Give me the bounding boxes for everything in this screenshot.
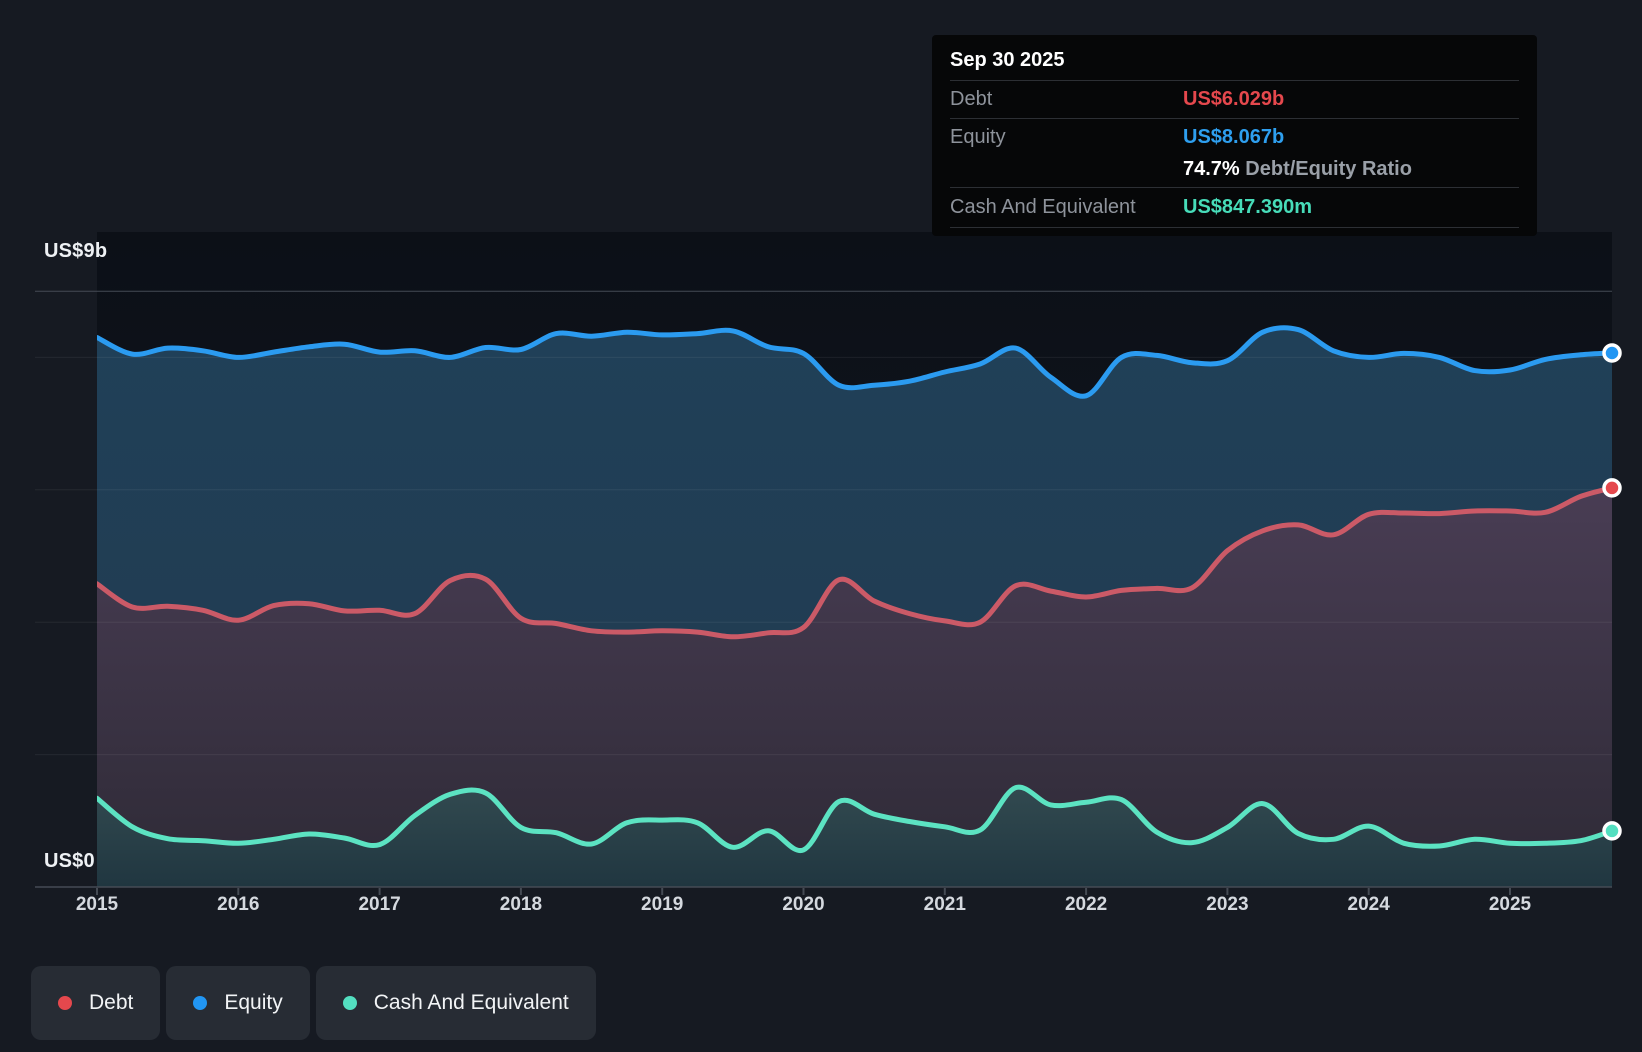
tooltip-debt-label: Debt [950, 88, 1183, 111]
equity-series-dot-icon [193, 996, 207, 1010]
cash-series-dot-icon [343, 996, 357, 1010]
x-axis-label-2025: 2025 [1489, 894, 1531, 916]
debt-equity-chart-page: US$9b US$0 2015 2016 2017 2018 2019 2020 2021 2… [0, 0, 1642, 1052]
tooltip-ratio-label: Debt/Equity Ratio [1245, 158, 1412, 180]
legend-item-equity[interactable]: Equity [166, 966, 309, 1040]
x-axis-label-2016: 2016 [217, 894, 259, 916]
debt-series-dot-icon [58, 996, 72, 1010]
x-axis-label-2015: 2015 [76, 894, 118, 916]
x-axis-label-2020: 2020 [782, 894, 824, 916]
legend-cash-label: Cash And Equivalent [374, 991, 569, 1015]
equity-endpoint-marker [1604, 345, 1620, 361]
tooltip-debt-value: US$6.029b [1183, 88, 1519, 111]
tooltip-row-cash: Cash And Equivalent US$847.390m [950, 188, 1519, 228]
tooltip-date: Sep 30 2025 [950, 35, 1519, 81]
y-axis-max-label: US$9b [44, 240, 107, 263]
tooltip-cash-value: US$847.390m [1183, 196, 1519, 219]
x-axis-label-2017: 2017 [358, 894, 400, 916]
cash-and-equivalent-endpoint-marker [1604, 823, 1620, 839]
debt-endpoint-marker [1604, 480, 1620, 496]
tooltip-equity-value: US$8.067b [1183, 126, 1519, 149]
chart-tooltip: Sep 30 2025 Debt US$6.029b Equity US$8.0… [932, 35, 1537, 236]
x-axis-label-2018: 2018 [500, 894, 542, 916]
x-axis-label-2019: 2019 [641, 894, 683, 916]
legend-equity-label: Equity [224, 991, 282, 1015]
tooltip-row-equity: Equity US$8.067b [950, 119, 1519, 154]
tooltip-equity-label: Equity [950, 126, 1183, 149]
tooltip-row-debt: Debt US$6.029b [950, 81, 1519, 119]
tooltip-ratio-value: 74.7% [1183, 158, 1240, 180]
y-axis-zero-label: US$0 [44, 850, 95, 873]
x-axis-label-2022: 2022 [1065, 894, 1107, 916]
chart-legend: Debt Equity Cash And Equivalent [31, 966, 596, 1040]
tooltip-cash-label: Cash And Equivalent [950, 196, 1183, 219]
legend-item-debt[interactable]: Debt [31, 966, 160, 1040]
x-axis-label-2023: 2023 [1206, 894, 1248, 916]
tooltip-ratio: 74.7% Debt/Equity Ratio [1183, 158, 1519, 181]
legend-item-cash[interactable]: Cash And Equivalent [316, 966, 596, 1040]
x-axis-label-2021: 2021 [924, 894, 966, 916]
legend-debt-label: Debt [89, 991, 133, 1015]
tooltip-row-ratio: 74.7% Debt/Equity Ratio [950, 154, 1519, 188]
x-axis-label-2024: 2024 [1348, 894, 1390, 916]
